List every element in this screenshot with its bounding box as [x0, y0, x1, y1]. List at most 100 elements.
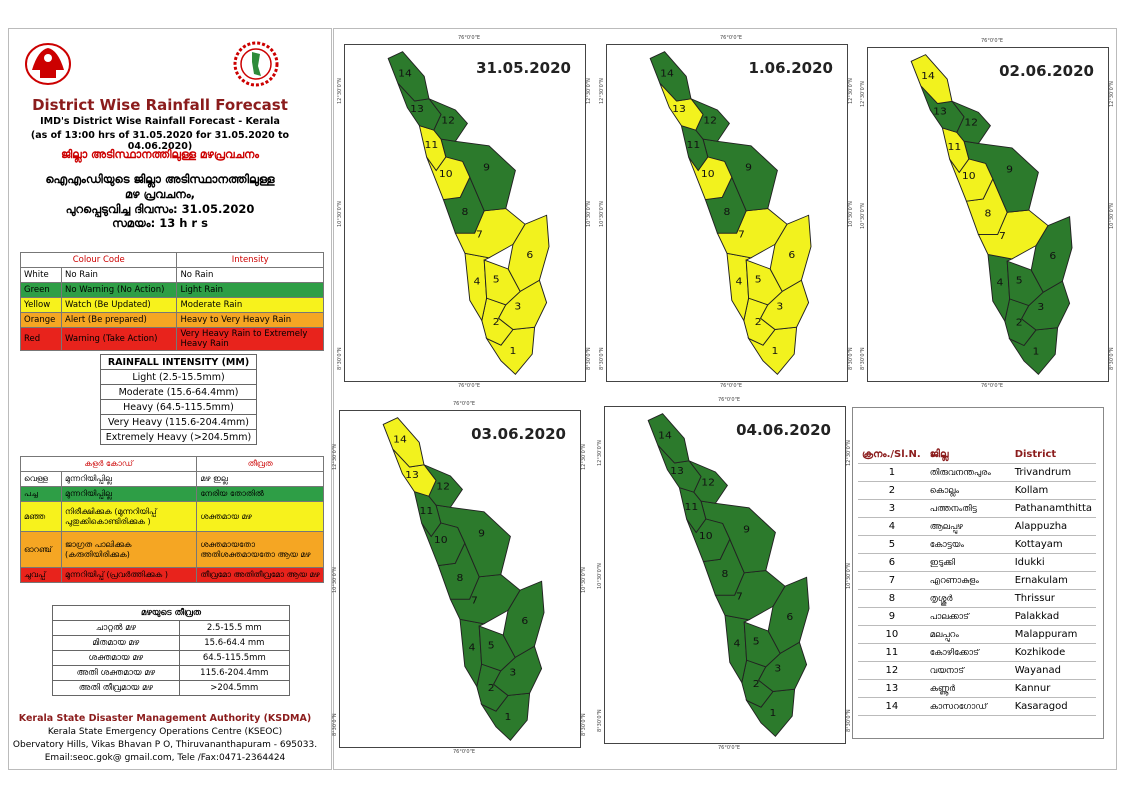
intensity-row: Heavy (64.5-115.5mm) — [100, 399, 257, 415]
district-number-label: 8 — [722, 569, 729, 581]
district-en: Thrissur — [1010, 589, 1096, 608]
latitude-tick-bottom-right: 8°30'0"N — [581, 713, 587, 736]
ml-colour-code-header: കളർ കോഡ് — [19, 456, 198, 472]
ml-line-1: ഐഎംഡിയുടെ ജില്ലാ അടിസ്ഥാനത്തിലുള്ള — [45, 172, 275, 186]
colour-meaning: Warning (Take Action) — [60, 327, 178, 351]
subtitle-imd: IMD's District Wise Rainfall Forecast - … — [40, 116, 280, 127]
district-en: Alappuzha — [1010, 517, 1096, 536]
latitude-tick-bottom-right: 8°30'0"N — [1109, 347, 1115, 370]
district-sl: 14 — [858, 697, 926, 716]
district-number-label: 2 — [488, 682, 495, 694]
district-region-14 — [649, 51, 692, 102]
table-row: 7 എറണാകുളം Ernakulam — [858, 571, 1096, 590]
maps-frame — [333, 28, 1117, 770]
district-number-label: 3 — [776, 301, 783, 313]
table-row: White No Rain No Rain — [20, 267, 324, 283]
latitude-tick-top: 12°30'0"N — [860, 81, 866, 107]
colour-name: ചുവപ്പ് — [20, 567, 62, 583]
map-date-label: 04.06.2020 — [736, 421, 831, 439]
forecast-map-panel: 1 2 3 4 5 6 7 8 9 10 11 12 13 14 1.06.2020 — [606, 44, 848, 382]
kerala-emblem-icon — [25, 43, 71, 85]
latitude-tick-top: 12°30'0"N — [337, 78, 343, 104]
district-sl: 6 — [858, 553, 926, 572]
district-en: Kozhikode — [1010, 643, 1096, 662]
colour-name: White — [20, 267, 62, 283]
district-ml: കോഴിക്കോട് — [925, 643, 1011, 662]
intensity-row: Light (2.5-15.5mm) — [100, 369, 257, 385]
district-number-label: 14 — [398, 68, 412, 80]
district-number-label: 1 — [772, 345, 779, 357]
table-row: 14 കാസറഗോഡ് Kasaragod — [858, 697, 1096, 716]
district-number-label: 13 — [933, 106, 947, 118]
district-table: ക്രനം./Sl.N. ജില്ല District 1 തിരുവനന്തപു… — [858, 446, 1096, 716]
district-number-label: 5 — [493, 274, 500, 286]
colour-intensity: തീവ്രമോ അതിതീവ്രമോ ആയ മഴ — [196, 567, 324, 583]
district-ml: പത്തനംതിട്ട — [925, 499, 1011, 518]
district-number-label: 7 — [999, 230, 1006, 242]
ml-line-2: മഴ പ്രവചനം, — [124, 187, 196, 201]
table-row: 2 കൊല്ലം Kollam — [858, 481, 1096, 500]
latitude-tick-top-right: 12°30'0"N — [581, 444, 587, 470]
district-number-label: 13 — [670, 466, 684, 478]
latitude-tick-top-right: 12°30'0"N — [586, 78, 592, 104]
table-row: 12 വയനാട് Wayanad — [858, 661, 1096, 680]
ml-intensity-value: 15.6-64.4 mm — [178, 635, 291, 651]
district-sl: 8 — [858, 589, 926, 608]
latitude-tick-top-right: 12°30'0"N — [1109, 81, 1115, 107]
ml-title: ജില്ലാ അടിസ്ഥാനത്തിലുള്ള മഴപ്രവചനം — [61, 148, 259, 161]
district-ml: തിരുവനന്തപുരം — [925, 463, 1011, 482]
district-number-label: 12 — [964, 117, 978, 129]
colour-intensity: നേരിയ തോതിൽ — [196, 486, 324, 502]
table-row: 4 ആലപ്പുഴ Alappuzha — [858, 517, 1096, 536]
district-ml: ആലപ്പുഴ — [925, 517, 1011, 536]
longitude-tick-top: 76°0'0"E — [718, 397, 741, 403]
district-region-5 — [743, 621, 781, 668]
colour-meaning: ജാഗ്രത പാലിക്കുക (കരുതിയിരിക്കുക) — [60, 531, 198, 568]
table-row: ഓറഞ്ച് ജാഗ്രത പാലിക്കുക (കരുതിയിരിക്കുക)… — [20, 531, 324, 568]
intensity-row: Extremely Heavy (>204.5mm) — [100, 429, 257, 445]
district-number-label: 6 — [1049, 250, 1056, 262]
colour-code-table: Colour Code Intensity White No Rain No R… — [19, 252, 324, 351]
district-ml: ഇടുക്കി — [925, 553, 1011, 572]
district-number-label: 9 — [1006, 164, 1013, 176]
district-number-label: 6 — [526, 249, 533, 261]
longitude-tick-bottom: 76°0'0"E — [458, 383, 481, 389]
district-number-label: 6 — [788, 249, 795, 261]
intensity-row: Moderate (15.6-64.4mm) — [100, 384, 257, 400]
colour-name: ഓറഞ്ച് — [20, 531, 62, 568]
latitude-tick-top: 12°30'0"N — [597, 440, 603, 466]
district-number-label: 10 — [699, 530, 713, 542]
district-sl: 5 — [858, 535, 926, 554]
latitude-tick-mid: 10°30'0"N — [337, 201, 343, 227]
latitude-tick-bottom: 8°30'0"N — [597, 709, 603, 732]
district-region-5 — [745, 259, 783, 306]
table-row: 5 കോട്ടയം Kottayam — [858, 535, 1096, 554]
colour-name: Orange — [20, 312, 62, 328]
ml-intensity-value: 2.5-15.5 mm — [178, 620, 291, 636]
latitude-tick-bottom: 8°30'0"N — [332, 713, 338, 736]
footer-centre: Kerala State Emergency Operations Centre… — [47, 727, 283, 737]
forecast-map-panel: 1 2 3 4 5 6 7 8 9 10 11 12 13 14 31.05.2020 — [344, 44, 586, 382]
colour-intensity: ശക്തമായ മഴ — [196, 501, 324, 532]
latitude-tick-top-right: 12°30'0"N — [846, 440, 852, 466]
district-number-label: 2 — [1016, 317, 1023, 329]
colour-intensity: Moderate Rain — [176, 297, 324, 313]
district-number-label: 11 — [687, 139, 701, 151]
colour-name: Green — [20, 282, 62, 298]
table-row: 3 പത്തനംതിട്ട Pathanamthitta — [858, 499, 1096, 518]
district-number-label: 6 — [786, 611, 793, 623]
map-date-label: 03.06.2020 — [471, 425, 566, 443]
district-number-label: 2 — [493, 316, 500, 328]
district-en: Wayanad — [1010, 661, 1096, 680]
table-row: 13 കണ്ണൂർ Kannur — [858, 679, 1096, 698]
table-row: പച്ച മുന്നറിയിപ്പില്ല നേരിയ തോതിൽ — [20, 486, 324, 502]
latitude-tick-mid: 10°30'0"N — [332, 567, 338, 593]
ml-intensity-label: അതി ശക്തമായ മഴ — [52, 665, 180, 681]
header-ml: ജില്ല — [925, 446, 1011, 464]
colour-meaning: നിരീക്ഷിക്കുക (മുന്നറിയിപ്പ് പുതുക്കികൊണ… — [60, 501, 198, 532]
colour-meaning: Alert (Be prepared) — [60, 312, 178, 328]
district-number-label: 1 — [510, 345, 517, 357]
district-number-label: 3 — [514, 301, 521, 313]
district-number-label: 2 — [755, 316, 762, 328]
district-number-label: 7 — [736, 591, 743, 603]
